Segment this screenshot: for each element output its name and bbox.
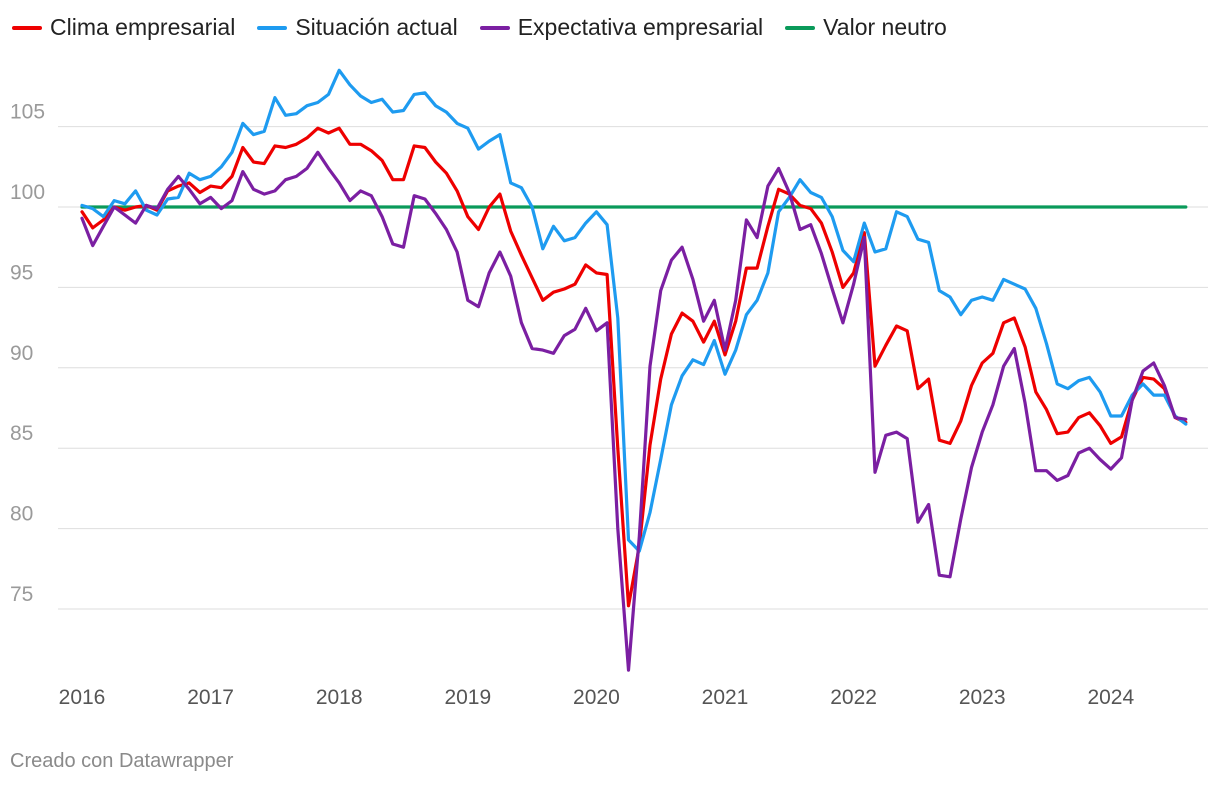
legend-swatch-expectativa bbox=[479, 25, 510, 30]
x-tick-label-2019: 2019 bbox=[444, 686, 491, 709]
legend-label-situacion: Situación actual bbox=[295, 14, 458, 40]
series-line-expectativa-empresarial bbox=[80, 150, 1188, 672]
credit-text: Creado con Datawrapper bbox=[10, 750, 234, 772]
x-tick-label-2016: 2016 bbox=[59, 686, 106, 709]
y-tick-label-85: 85 bbox=[10, 422, 33, 445]
legend-item-clima: Clima empresarial bbox=[12, 14, 235, 41]
legend-item-situacion: Situación actual bbox=[257, 14, 458, 41]
legend-swatch-neutro bbox=[785, 25, 816, 30]
x-tick-label-2021: 2021 bbox=[702, 686, 749, 709]
y-tick-label-95: 95 bbox=[10, 261, 33, 284]
y-tick-label-80: 80 bbox=[10, 503, 33, 526]
x-tick-label-2024: 2024 bbox=[1087, 686, 1134, 709]
x-tick-label-2020: 2020 bbox=[573, 686, 620, 709]
x-tick-label-2017: 2017 bbox=[187, 686, 234, 709]
legend-item-expectativa: Expectativa empresarial bbox=[479, 14, 764, 41]
series-line-clima-empresarial bbox=[80, 126, 1188, 608]
legend-item-neutro: Valor neutro bbox=[785, 14, 947, 41]
y-tick-label-100: 100 bbox=[10, 181, 45, 204]
x-tick-label-2022: 2022 bbox=[830, 686, 877, 709]
x-tick-label-2018: 2018 bbox=[316, 686, 363, 709]
legend-swatch-clima bbox=[12, 25, 42, 30]
legend-swatch-situacion bbox=[257, 25, 288, 30]
series-line-situación-actual bbox=[80, 68, 1188, 553]
legend-label-clima: Clima empresarial bbox=[50, 14, 236, 40]
y-tick-label-75: 75 bbox=[10, 583, 33, 606]
x-tick-label-2023: 2023 bbox=[959, 686, 1006, 709]
y-tick-label-105: 105 bbox=[10, 101, 45, 124]
chart-legend: Clima empresarial Situación actual Expec… bbox=[12, 14, 947, 41]
y-tick-label-90: 90 bbox=[10, 342, 33, 365]
legend-label-neutro: Valor neutro bbox=[823, 14, 947, 40]
legend-label-expectativa: Expectativa empresarial bbox=[517, 14, 764, 40]
